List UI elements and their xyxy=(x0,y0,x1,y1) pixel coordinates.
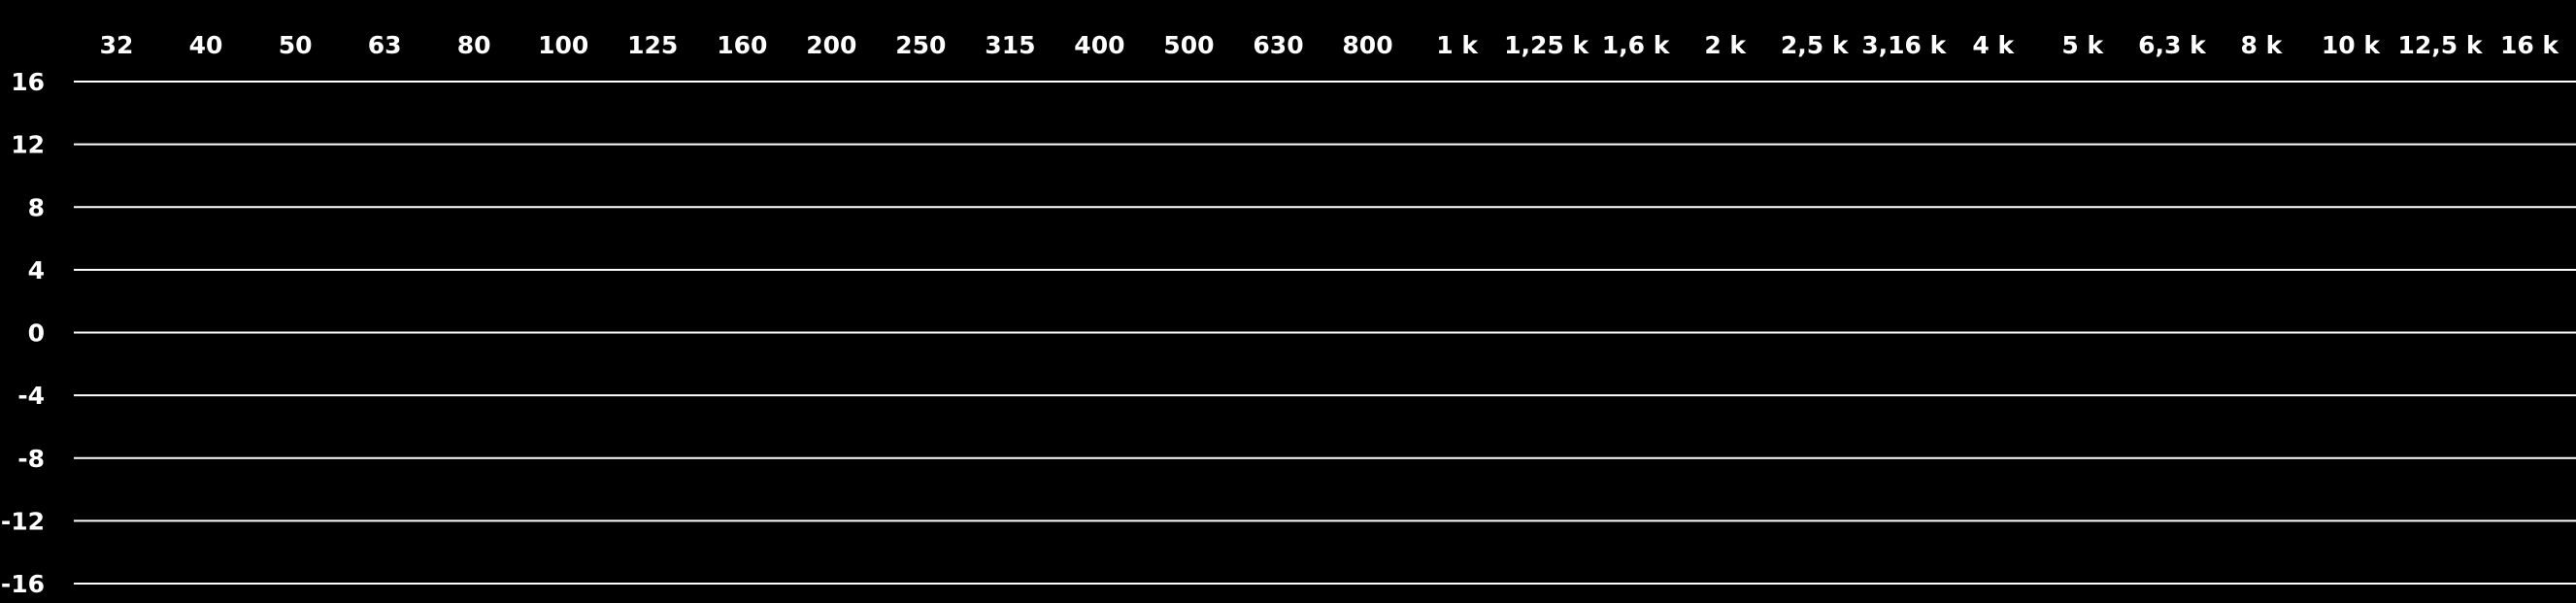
frequency-label: 2 k xyxy=(1704,31,1747,59)
frequency-label: 63 xyxy=(368,31,402,59)
frequency-label: 8 k xyxy=(2241,31,2284,59)
gain-label: 8 xyxy=(28,193,45,221)
frequency-label: 4 k xyxy=(1972,31,2015,59)
gain-label: 4 xyxy=(28,256,45,285)
frequency-label: 630 xyxy=(1253,31,1303,59)
frequency-label: 12,5 k xyxy=(2397,31,2483,59)
frequency-label: 250 xyxy=(895,31,946,59)
frequency-label: 160 xyxy=(717,31,767,59)
gain-labels: 16 12 8 4 0 -4 -8 -12 -16 xyxy=(1,68,45,598)
frequency-label: 800 xyxy=(1342,31,1392,59)
gain-label: 16 xyxy=(11,68,45,96)
frequency-label: 16 k xyxy=(2500,31,2559,59)
frequency-label: 100 xyxy=(538,31,588,59)
frequency-label: 400 xyxy=(1074,31,1124,59)
frequency-label: 10 k xyxy=(2322,31,2381,59)
frequency-label: 50 xyxy=(279,31,313,59)
grid-lines xyxy=(74,81,2576,585)
frequency-label: 32 xyxy=(100,31,134,59)
frequency-label: 125 xyxy=(627,31,678,59)
gain-label: -4 xyxy=(17,382,45,410)
frequency-label: 40 xyxy=(189,31,223,59)
frequency-label: 1,6 k xyxy=(1602,31,1671,59)
frequency-label: 500 xyxy=(1163,31,1214,59)
frequency-label: 2,5 k xyxy=(1781,31,1850,59)
gain-label: -8 xyxy=(17,445,45,473)
frequency-label: 200 xyxy=(806,31,856,59)
gain-label: -12 xyxy=(1,507,45,535)
gain-label: 0 xyxy=(28,319,45,348)
frequency-label: 3,16 k xyxy=(1861,31,1947,59)
frequency-label: 80 xyxy=(457,31,491,59)
gain-label: 12 xyxy=(11,131,45,159)
frequency-labels: 32 40 50 63 80 100 125 160 200 250 315 400 500 630 800… xyxy=(100,31,2560,59)
frequency-label: 5 k xyxy=(2061,31,2104,59)
frequency-label: 1,25 k xyxy=(1504,31,1589,59)
frequency-label: 315 xyxy=(985,31,1035,59)
frequency-label: 1 k xyxy=(1436,31,1479,59)
gain-label: -16 xyxy=(1,570,45,598)
frequency-label: 6,3 k xyxy=(2138,31,2207,59)
